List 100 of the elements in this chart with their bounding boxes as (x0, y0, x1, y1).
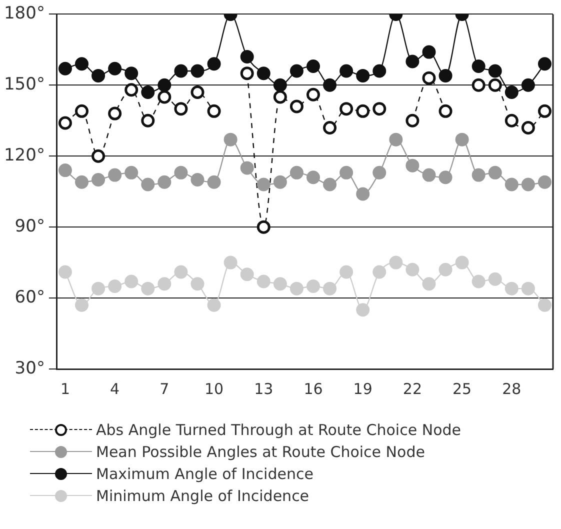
point (372, 102, 386, 116)
point (75, 104, 88, 118)
point (290, 166, 304, 180)
point (58, 62, 72, 76)
point (306, 88, 320, 102)
point (323, 78, 337, 92)
point (422, 45, 436, 59)
point (472, 59, 486, 73)
legend-label: Mean Possible Angles at Route Choice Node (96, 442, 425, 463)
point (224, 132, 238, 146)
point (356, 187, 370, 201)
point (438, 262, 452, 276)
x-tick-label: 19 (353, 380, 372, 398)
point (306, 59, 320, 73)
point (75, 298, 88, 312)
point (141, 178, 155, 192)
point (406, 262, 420, 276)
point (340, 64, 354, 78)
point (141, 282, 155, 296)
point (438, 68, 452, 82)
y-tick-label: 120° (4, 146, 45, 166)
point (422, 168, 436, 182)
point (389, 256, 403, 270)
point (190, 86, 204, 100)
point (158, 175, 172, 189)
point (108, 106, 122, 120)
point (207, 57, 221, 71)
point (108, 62, 122, 76)
point (240, 268, 254, 282)
point (488, 166, 502, 180)
point (124, 166, 138, 180)
point (174, 166, 188, 180)
point (521, 178, 535, 192)
point (521, 282, 535, 296)
point (455, 256, 469, 270)
point (58, 265, 72, 279)
point (389, 132, 403, 146)
point (190, 277, 204, 291)
point (356, 303, 370, 317)
point (488, 64, 502, 78)
point (58, 116, 72, 130)
point (356, 104, 370, 118)
point (240, 66, 254, 80)
y-tick-label: 60° (14, 287, 45, 308)
point (124, 66, 138, 80)
point (174, 102, 188, 116)
point (538, 57, 552, 71)
point (207, 298, 221, 312)
point (124, 274, 138, 288)
point (538, 298, 552, 312)
x-tick-label: 25 (452, 380, 472, 398)
x-tick-label: 13 (254, 380, 274, 398)
point (92, 149, 106, 163)
point (290, 64, 304, 78)
point (340, 166, 354, 180)
point (174, 64, 188, 78)
point (158, 90, 172, 104)
x-tick-label: 28 (502, 380, 522, 398)
point (504, 114, 518, 128)
point (92, 68, 106, 82)
legend-label: Abs Angle Turned Through at Route Choice Node (96, 420, 461, 441)
point (273, 90, 287, 104)
legend-label: Maximum Angle of Incidence (96, 464, 314, 485)
point (256, 220, 270, 234)
y-tick-label: 180° (4, 4, 45, 24)
point (224, 256, 238, 270)
point (240, 161, 254, 175)
point (356, 68, 370, 82)
point (372, 265, 386, 279)
point (256, 178, 270, 192)
point (323, 282, 337, 296)
point (323, 178, 337, 192)
point (108, 168, 122, 182)
point (372, 64, 386, 78)
point (256, 66, 270, 80)
x-tick-label: 4 (110, 380, 120, 398)
point (472, 168, 486, 182)
point (174, 265, 188, 279)
point (207, 104, 221, 118)
x-tick-label: 16 (304, 380, 323, 398)
point (323, 120, 337, 134)
x-tick-label: 1 (60, 380, 70, 398)
point (472, 78, 486, 92)
point (488, 78, 502, 92)
point (538, 175, 552, 189)
point (488, 272, 502, 286)
point (422, 71, 436, 85)
point (190, 173, 204, 187)
point (472, 274, 486, 288)
x-tick-label: 10 (204, 380, 224, 398)
point (273, 78, 287, 92)
point (455, 132, 469, 146)
point (306, 279, 320, 293)
point (438, 104, 452, 118)
point (340, 265, 354, 279)
point (273, 277, 287, 291)
point (538, 104, 552, 118)
point (290, 282, 304, 296)
y-tick-label: 90° (14, 216, 45, 236)
point (158, 78, 172, 92)
